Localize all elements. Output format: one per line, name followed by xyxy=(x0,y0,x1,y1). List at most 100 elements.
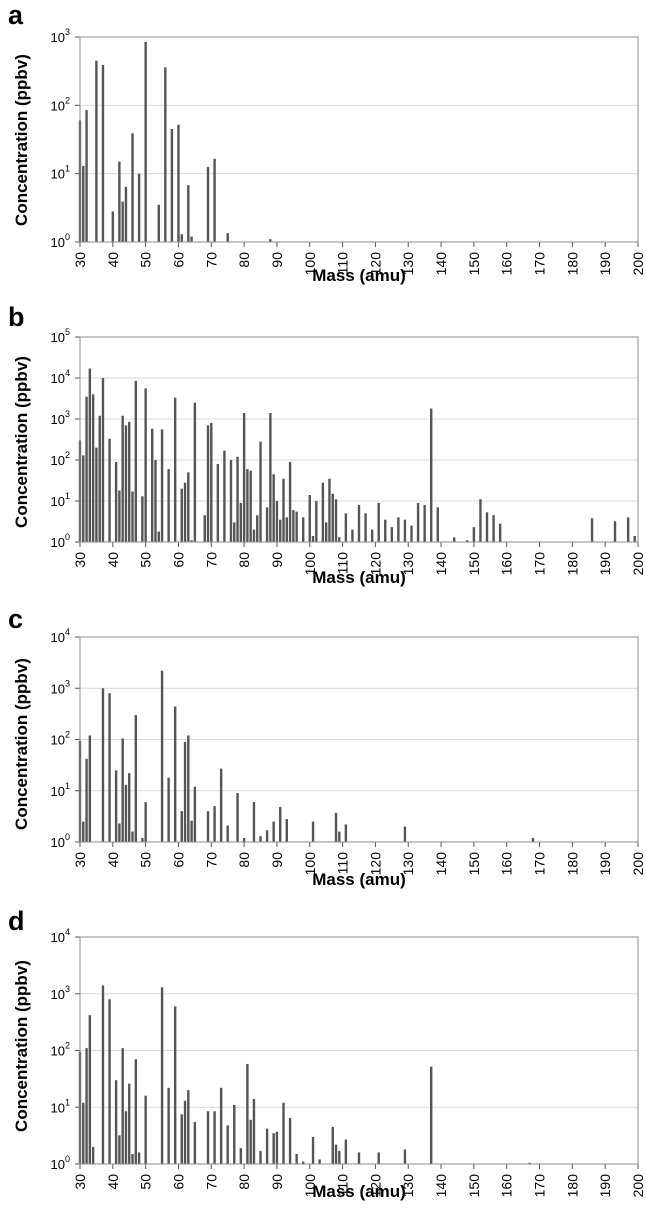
bar xyxy=(190,236,193,242)
x-tick-label: 160 xyxy=(499,852,515,876)
bar xyxy=(118,823,121,842)
bar xyxy=(82,1102,85,1164)
x-tick-label: 150 xyxy=(466,552,482,576)
panel-letter-d: d xyxy=(8,906,25,936)
x-tick-label: 100 xyxy=(302,252,318,276)
bar xyxy=(338,537,341,542)
y-tick-label: 100 xyxy=(51,232,70,250)
bar xyxy=(390,527,394,542)
x-tick-label: 150 xyxy=(466,1174,482,1198)
y-tick-label: 104 xyxy=(51,368,70,386)
bar xyxy=(128,1083,131,1164)
bar xyxy=(324,522,328,542)
bar xyxy=(492,515,495,542)
bar xyxy=(108,693,111,842)
bar xyxy=(203,515,206,542)
bar xyxy=(131,831,134,842)
panel-letter-b: b xyxy=(8,302,25,332)
bar xyxy=(295,1154,298,1164)
bar xyxy=(213,1111,216,1164)
bar xyxy=(121,201,124,242)
bar xyxy=(226,1125,229,1164)
bar xyxy=(302,1161,305,1164)
bar xyxy=(229,460,233,542)
x-tick-label: 50 xyxy=(138,852,154,868)
x-axis-label: Mass (amu) xyxy=(312,870,406,889)
bar xyxy=(190,540,193,542)
bar xyxy=(131,1154,134,1164)
x-tick-label: 90 xyxy=(269,252,285,268)
bar xyxy=(295,511,298,542)
x-tick-label: 60 xyxy=(170,1174,186,1190)
x-tick-label: 60 xyxy=(170,552,186,568)
bar xyxy=(95,447,98,542)
bar xyxy=(377,502,380,542)
bar xyxy=(265,507,269,542)
bar xyxy=(190,820,193,842)
x-tick-label: 30 xyxy=(72,1174,88,1190)
bar xyxy=(183,741,187,842)
y-tick-label: 102 xyxy=(51,450,70,468)
bar xyxy=(364,513,367,542)
bar xyxy=(357,1152,361,1164)
bar xyxy=(193,1121,197,1164)
bar xyxy=(334,499,338,542)
bar xyxy=(131,133,134,242)
bar xyxy=(370,529,374,542)
x-tick-label: 40 xyxy=(105,552,121,568)
bar xyxy=(259,1150,262,1164)
x-tick-label: 90 xyxy=(269,852,285,868)
bar xyxy=(101,688,105,842)
bar xyxy=(173,706,177,842)
bar xyxy=(416,502,420,542)
y-tick-label: 101 xyxy=(51,781,70,799)
bar xyxy=(338,831,341,842)
bar xyxy=(338,1150,341,1164)
bar xyxy=(160,670,164,842)
bar xyxy=(128,421,131,542)
bar xyxy=(114,461,118,542)
panel-letter-a: a xyxy=(8,0,24,30)
bar xyxy=(272,474,275,542)
bar xyxy=(315,501,318,542)
bar xyxy=(124,1111,128,1164)
x-tick-label: 120 xyxy=(367,252,383,276)
bar xyxy=(160,987,164,1164)
x-tick-label: 130 xyxy=(400,1174,416,1198)
x-tick-label: 60 xyxy=(170,852,186,868)
bar xyxy=(167,777,170,842)
bar xyxy=(246,469,249,542)
y-tick-label: 102 xyxy=(51,95,70,113)
y-tick-label: 101 xyxy=(51,164,70,182)
bar xyxy=(272,821,275,842)
x-tick-label: 70 xyxy=(203,552,219,568)
bar xyxy=(180,234,183,242)
bar xyxy=(114,1080,118,1164)
bar xyxy=(311,1136,315,1164)
x-tick-label: 170 xyxy=(532,852,548,876)
panel-a: a Concentration (ppbv) Mass (amu) 100 101… xyxy=(0,0,646,300)
bar xyxy=(397,517,400,542)
bar xyxy=(613,521,617,542)
chart-d: 100 101 102 103 104 30 40 50 60 70 80 90 100 110 120 13… xyxy=(51,927,646,1198)
bar xyxy=(279,519,282,542)
bar xyxy=(344,513,348,542)
bar xyxy=(233,522,236,542)
bar xyxy=(95,60,98,242)
bar xyxy=(485,512,489,542)
bar xyxy=(279,807,282,842)
bar xyxy=(236,456,239,542)
bar xyxy=(472,527,476,542)
bar xyxy=(633,536,636,542)
bar xyxy=(351,529,354,542)
x-tick-label: 160 xyxy=(499,1174,515,1198)
bar xyxy=(528,1162,531,1164)
bar xyxy=(206,811,210,842)
bar xyxy=(173,397,177,542)
bar xyxy=(187,185,190,242)
bar xyxy=(265,1128,269,1164)
x-tick-label: 70 xyxy=(203,252,219,268)
bar xyxy=(531,837,535,842)
y-tick-label: 104 xyxy=(51,927,70,945)
y-tick-label: 103 xyxy=(51,984,70,1002)
